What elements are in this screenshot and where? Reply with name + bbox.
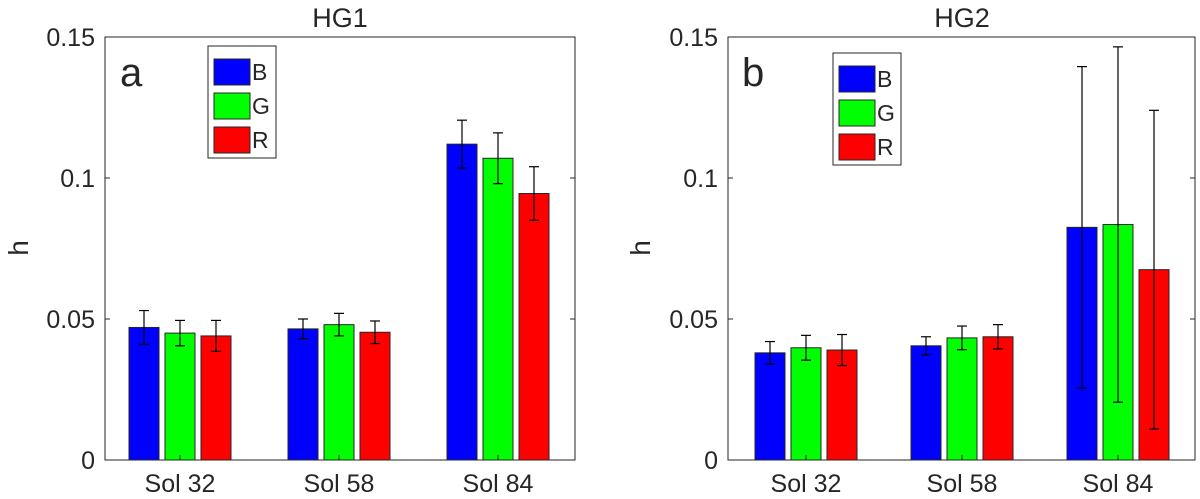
error-bar-b-1	[765, 340, 775, 365]
bar-g-2	[946, 337, 978, 461]
y-tick-label: 0.15	[46, 24, 95, 52]
x-tick-label: Sol 84	[463, 470, 534, 498]
bar-b-1	[754, 352, 786, 461]
bar-r-2	[982, 336, 1014, 461]
error-bar-g-2	[334, 312, 344, 337]
legend-swatch-r	[213, 126, 251, 154]
x-tick-label: Sol 58	[927, 470, 998, 498]
y-axis-label: h	[3, 240, 34, 256]
bar-b-1	[128, 326, 160, 461]
y-tick-label: 0	[81, 447, 95, 475]
x-tick-label: Sol 58	[304, 470, 375, 498]
legend-label-g: G	[877, 100, 895, 126]
chart-panel-a: HG1 h 00.050.10.15 Sol 32 Sol 58 Sol 84 a …	[3, 3, 576, 498]
error-bar-r-1	[837, 333, 847, 367]
chart-title: HG1	[312, 3, 368, 33]
legend-swatch-b	[838, 65, 876, 93]
bar-b-2	[910, 345, 942, 461]
y-tick-label: 0.1	[683, 165, 718, 193]
bar-g-3	[482, 157, 514, 461]
error-bar-r-3	[529, 166, 539, 221]
chart-title: HG2	[934, 3, 990, 33]
legend: B G R	[832, 52, 902, 166]
legend-label-g: G	[252, 93, 270, 119]
error-bar-b-2	[921, 336, 931, 356]
y-tick-label: 0.05	[669, 306, 718, 334]
error-bar-b-2	[298, 318, 308, 340]
error-bar-g-3	[1113, 46, 1123, 403]
legend-label-r: R	[877, 134, 894, 160]
legend-swatch-r	[838, 133, 876, 161]
x-tick-label: Sol 84	[1083, 470, 1154, 498]
x-tick-label: Sol 32	[771, 470, 842, 498]
bar-r-1	[826, 349, 858, 461]
panel-label: a	[120, 51, 143, 95]
legend-swatch-b	[213, 58, 251, 86]
bar-g-1	[164, 332, 196, 461]
plot-frame	[104, 36, 576, 461]
legend-label-r: R	[252, 127, 269, 153]
x-tick-label: Sol 32	[145, 470, 216, 498]
error-bar-g-2	[957, 325, 967, 351]
legend: B G R	[207, 45, 277, 159]
y-tick-label: 0	[704, 447, 718, 475]
bar-r-2	[359, 331, 391, 461]
error-bar-r-3	[1149, 109, 1159, 430]
legend-label-b: B	[252, 59, 267, 85]
bar-b-3	[446, 143, 478, 461]
error-bars	[139, 119, 539, 353]
chart-panel-b: HG2 h 00.050.10.15 Sol 32 Sol 58 Sol 84 b …	[625, 3, 1196, 498]
legend-swatch-g	[213, 92, 251, 120]
error-bar-r-2	[370, 320, 380, 345]
error-bar-b-1	[139, 309, 149, 345]
bar-g-1	[790, 347, 822, 461]
bar-g-2	[323, 324, 355, 461]
error-bar-g-3	[493, 132, 503, 185]
y-axis-label: h	[625, 240, 656, 256]
y-tick-label: 0.15	[669, 24, 718, 52]
plot-frame	[727, 36, 1196, 461]
legend-label-b: B	[877, 66, 892, 92]
panel-label: b	[742, 51, 764, 95]
error-bars	[765, 46, 1159, 430]
legend-swatch-g	[838, 99, 876, 127]
x-axis: Sol 32 Sol 58 Sol 84	[771, 455, 1154, 498]
bar-r-3	[518, 193, 550, 461]
y-axis: 0 0.05 0.1 0.15	[669, 24, 1195, 475]
y-axis: 0 0.05 0.1 0.15	[46, 24, 575, 475]
y-tick-label: 0.05	[46, 306, 95, 334]
bar-r-1	[200, 335, 232, 461]
error-bar-r-1	[211, 319, 221, 353]
error-bar-r-2	[993, 324, 1003, 350]
bar-b-2	[287, 328, 319, 461]
error-bar-b-3	[1077, 66, 1087, 389]
error-bar-g-1	[801, 334, 811, 361]
error-bar-g-1	[175, 319, 185, 347]
x-axis: Sol 32 Sol 58 Sol 84	[145, 455, 534, 498]
error-bar-b-3	[457, 119, 467, 169]
y-tick-label: 0.1	[60, 165, 95, 193]
